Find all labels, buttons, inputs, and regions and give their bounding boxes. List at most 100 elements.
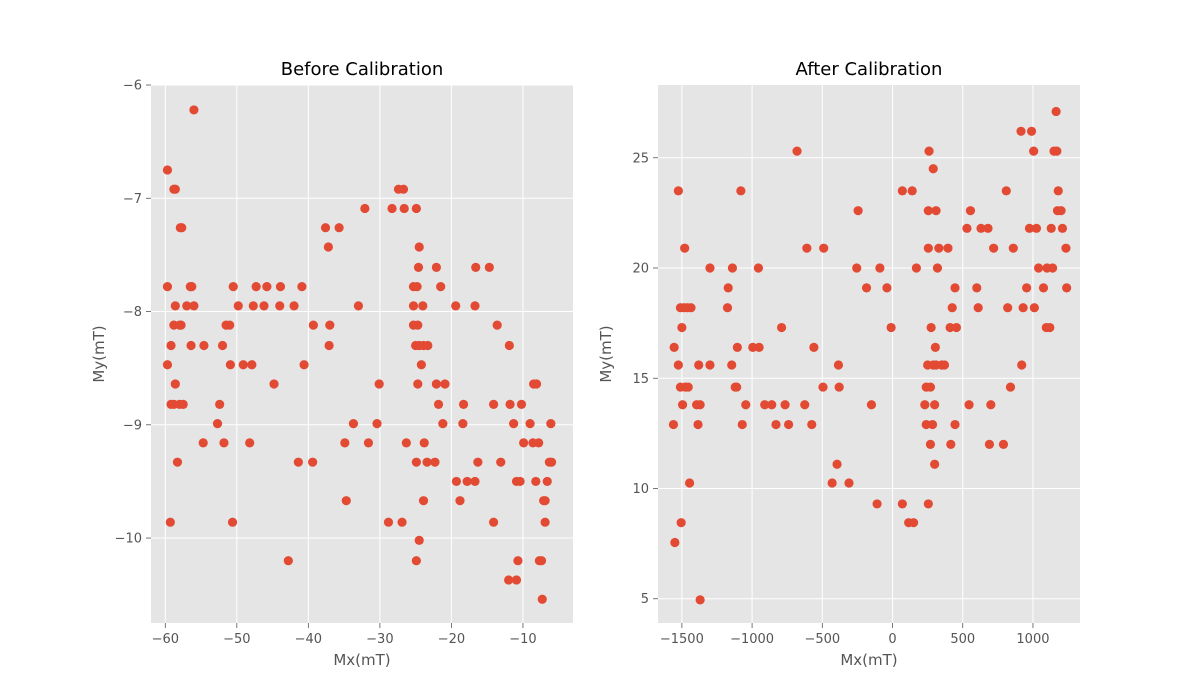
data-point: [170, 301, 180, 311]
data-point: [540, 496, 550, 506]
data-point: [308, 320, 318, 330]
data-point: [248, 301, 258, 311]
data-point: [784, 419, 794, 430]
y-tick-label: 25: [632, 151, 649, 166]
x-ticks: −60 −50 −40 −30 −20 −10: [152, 623, 537, 647]
data-point: [484, 262, 494, 272]
data-point: [172, 457, 183, 467]
data-point: [950, 283, 960, 293]
data-point: [293, 457, 303, 467]
data-point: [275, 301, 285, 311]
data-point: [470, 301, 480, 311]
data-point: [438, 419, 448, 429]
data-point: [540, 517, 550, 527]
y-tick-label: −7: [123, 192, 142, 207]
data-point: [387, 203, 397, 214]
data-point: [792, 146, 802, 156]
data-point: [299, 360, 309, 370]
x-tick-label: −50: [223, 632, 250, 647]
data-point: [753, 263, 764, 273]
y-axis-label: My(mT): [90, 325, 108, 382]
data-point: [1045, 322, 1055, 333]
data-point: [1026, 126, 1037, 136]
chart-after-calibration: −1500 −1000 −500 0 500 1000 5 10 15 20 25 After C…: [597, 59, 1080, 669]
data-point: [934, 243, 944, 253]
grid: [658, 85, 1080, 623]
data-point: [1029, 146, 1039, 156]
data-point: [741, 400, 751, 410]
plot-area: [151, 85, 573, 623]
x-ticks: −1500 −1000 −500 0 500 1000: [660, 623, 1050, 647]
x-tick-label: −40: [295, 632, 322, 647]
data-point: [225, 360, 235, 370]
data-point: [676, 518, 686, 528]
data-point: [923, 243, 933, 253]
data-point: [1024, 223, 1035, 233]
chart-title: Before Calibration: [281, 59, 444, 80]
x-tick-label: 1000: [1016, 632, 1049, 647]
data-point: [504, 575, 514, 585]
data-point: [308, 457, 318, 467]
plot-area: [658, 85, 1080, 623]
data-point: [198, 438, 208, 448]
data-point: [397, 517, 407, 527]
y-tick-label: 20: [632, 262, 649, 277]
data-point: [943, 243, 953, 253]
data-point: [950, 419, 960, 430]
data-point: [947, 303, 957, 313]
data-point: [680, 243, 690, 253]
data-point: [225, 320, 235, 330]
data-point: [1038, 283, 1049, 293]
data-point: [436, 282, 446, 292]
x-tick-label: −20: [438, 632, 465, 647]
data-point: [722, 303, 733, 313]
data-point: [372, 419, 382, 429]
data-point: [511, 575, 522, 585]
data-point: [1016, 126, 1026, 136]
data-point: [414, 242, 424, 252]
data-point: [340, 438, 350, 448]
data-point: [177, 223, 187, 233]
data-point: [411, 457, 421, 467]
data-point: [986, 400, 996, 410]
data-point: [458, 399, 469, 410]
data-point: [489, 517, 499, 527]
y-tick-label: −9: [123, 418, 142, 433]
data-point: [297, 282, 307, 292]
data-point: [732, 342, 742, 352]
data-point: [423, 340, 433, 351]
data-point: [945, 322, 955, 333]
data-point: [930, 400, 940, 410]
data-point: [334, 223, 344, 233]
data-point: [923, 206, 933, 216]
data-point: [827, 478, 837, 488]
data-point: [531, 476, 541, 487]
data-point: [320, 223, 331, 233]
data-point: [516, 399, 527, 410]
data-point: [166, 340, 176, 351]
data-point: [776, 322, 787, 333]
data-point: [422, 457, 432, 467]
data-point: [496, 457, 506, 467]
data-point: [259, 301, 269, 311]
data-point: [170, 184, 180, 194]
data-point: [199, 340, 209, 351]
data-point: [1046, 223, 1056, 233]
data-point: [413, 262, 424, 272]
data-point: [323, 242, 333, 252]
data-point: [492, 320, 502, 330]
data-point: [408, 301, 419, 311]
data-point: [505, 399, 515, 410]
data-point: [834, 382, 844, 392]
y-axis-label: My(mT): [597, 325, 615, 382]
data-point: [546, 457, 557, 467]
data-point: [411, 203, 421, 214]
data-point: [1003, 303, 1013, 313]
data-point: [727, 360, 737, 370]
data-point: [832, 459, 842, 469]
x-tick-label: −1000: [730, 632, 774, 647]
data-point: [162, 360, 173, 370]
x-tick-label: −30: [366, 632, 393, 647]
data-point: [431, 379, 441, 389]
